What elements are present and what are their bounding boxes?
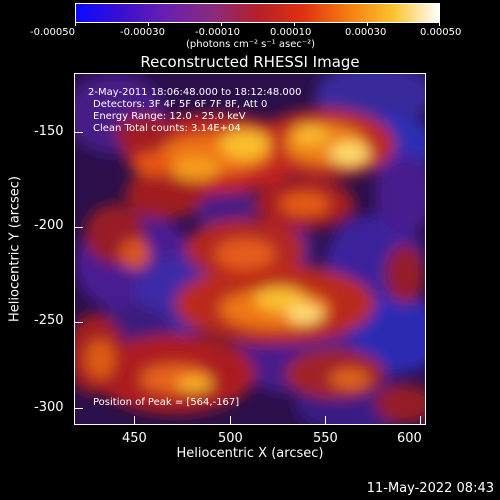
colorbar-tick-label: 0.00030 [345,27,387,38]
colorbar-gradient [76,4,439,22]
colorbar-tick-label: 0.00050 [420,27,462,38]
y-tick-label: -200 [34,218,64,233]
x-tick-label: 450 [122,431,147,446]
detectors-text: Detectors: 3F 4F 5F 6F 7F 8F, Att 0 [93,99,268,110]
energy-range-text: Energy Range: 12.0 - 25.0 keV [93,111,246,122]
colorbar [75,3,440,23]
y-tick-label: -150 [34,124,64,139]
colorbar-tick-label: 0.00010 [270,27,312,38]
footer-timestamp: 11-May-2022 08:43 [366,481,494,496]
peak-position-text: Position of Peak = [564,-167] [93,397,240,408]
x-tick-label: 550 [313,431,338,446]
y-tick-label: -300 [34,400,64,415]
x-tick-label: 600 [397,431,422,446]
y-axis-label: Heliocentric Y (arcsec) [7,176,23,322]
colorbar-ticks [0,0,500,40]
time-range-text: 2-May-2011 18:06:48.000 to 18:12:48.000 [88,87,302,98]
rhessi-heatmap [75,74,425,424]
x-tick-label: 500 [218,431,243,446]
plot-title: Reconstructed RHESSI Image [140,53,360,71]
colorbar-tick-label: -0.00030 [120,27,165,38]
colorbar-tick-label: -0.00010 [195,27,240,38]
image-frame: 2-May-2011 18:06:48.000 to 18:12:48.000 … [74,73,426,425]
x-axis-label: Heliocentric X (arcsec) [176,446,324,461]
colorbar-unit-label: (photons cm⁻² s⁻¹ asec⁻²) [186,39,316,50]
colorbar-tick-label: -0.00050 [30,27,75,38]
counts-text: Clean Total counts: 3.14E+04 [93,123,241,134]
y-tick-label: -250 [34,313,64,328]
